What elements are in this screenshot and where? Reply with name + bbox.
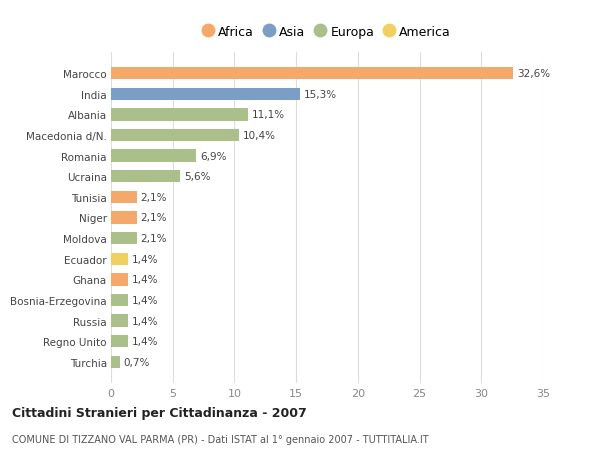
- Bar: [111, 191, 137, 204]
- Text: 0,7%: 0,7%: [124, 357, 150, 367]
- Bar: [111, 171, 180, 183]
- Bar: [111, 356, 119, 368]
- Bar: [111, 129, 239, 142]
- Text: 11,1%: 11,1%: [252, 110, 285, 120]
- Text: 2,1%: 2,1%: [140, 192, 167, 202]
- Text: 1,4%: 1,4%: [132, 275, 158, 285]
- Text: 2,1%: 2,1%: [140, 213, 167, 223]
- Bar: [111, 89, 300, 101]
- Text: 6,9%: 6,9%: [200, 151, 226, 161]
- Legend: Africa, Asia, Europa, America: Africa, Asia, Europa, America: [198, 21, 456, 44]
- Bar: [111, 336, 128, 347]
- Text: 15,3%: 15,3%: [304, 90, 337, 100]
- Bar: [111, 150, 196, 162]
- Text: 10,4%: 10,4%: [243, 131, 276, 141]
- Bar: [111, 232, 137, 245]
- Text: 32,6%: 32,6%: [517, 69, 550, 79]
- Bar: [111, 315, 128, 327]
- Bar: [111, 212, 137, 224]
- Text: COMUNE DI TIZZANO VAL PARMA (PR) - Dati ISTAT al 1° gennaio 2007 - TUTTITALIA.IT: COMUNE DI TIZZANO VAL PARMA (PR) - Dati …: [12, 434, 428, 444]
- Bar: [111, 109, 248, 121]
- Bar: [111, 274, 128, 286]
- Text: 1,4%: 1,4%: [132, 295, 158, 305]
- Bar: [111, 68, 514, 80]
- Text: 1,4%: 1,4%: [132, 336, 158, 347]
- Bar: [111, 253, 128, 265]
- Text: 5,6%: 5,6%: [184, 172, 211, 182]
- Text: 1,4%: 1,4%: [132, 254, 158, 264]
- Text: 2,1%: 2,1%: [140, 234, 167, 244]
- Text: 1,4%: 1,4%: [132, 316, 158, 326]
- Bar: [111, 294, 128, 307]
- Text: Cittadini Stranieri per Cittadinanza - 2007: Cittadini Stranieri per Cittadinanza - 2…: [12, 406, 307, 419]
